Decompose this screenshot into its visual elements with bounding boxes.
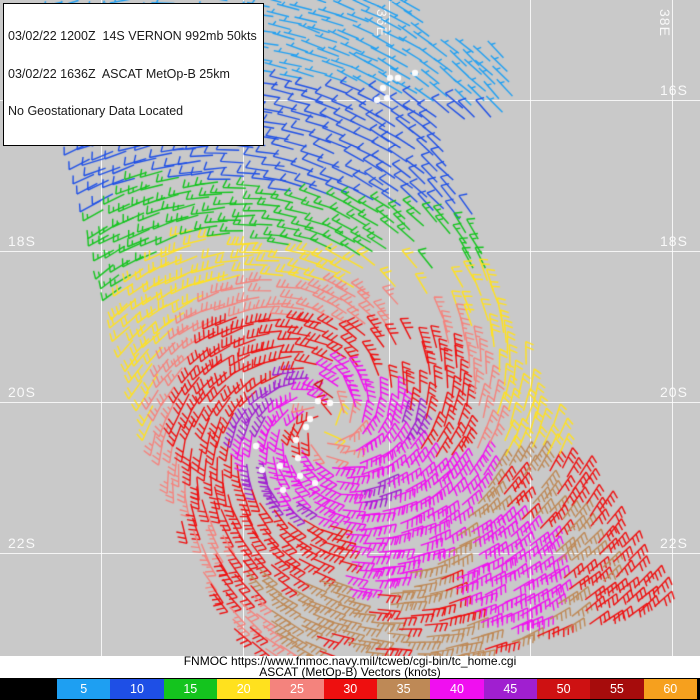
colorbar-cell-label: 50 — [556, 682, 571, 696]
colorbar-cell-label: 5 — [80, 682, 88, 696]
colorbar-cell-50: 50 — [536, 679, 591, 699]
colorbar-cell-35: 35 — [376, 679, 431, 699]
colorbar-cell-25: 25 — [270, 679, 324, 699]
colorbar-cell-20: 20 — [216, 679, 271, 699]
colorbar-cell-label: 35 — [396, 682, 411, 696]
colorbar-cell-10: 10 — [110, 679, 164, 699]
footer-caption: FNMOC https://www.fnmoc.navy.mil/tcweb/c… — [0, 654, 700, 679]
colorbar-cell-label: 30 — [343, 682, 358, 696]
colorbar-cell-label: 55 — [609, 682, 624, 696]
ascat-wind-map: 16S16S18S18S20S20S22S22S36E38E 03/02/22 … — [0, 0, 700, 656]
colorbar-cell-label: 45 — [503, 682, 518, 696]
colorbar-cells: 5 10 15 20 25 30 35 40 45 50 55 60 — [57, 679, 697, 699]
colorbar-cell-45: 45 — [483, 679, 537, 699]
sensor-pass-line: 03/02/22 1636Z ASCAT MetOp-B 25km — [8, 66, 230, 81]
geostationary-note: No Geostationary Data Located — [8, 104, 184, 118]
colorbar-cell-label: 40 — [450, 682, 464, 696]
source-url-text: FNMOC https://www.fnmoc.navy.mil/tcweb/c… — [183, 654, 517, 668]
colorbar-cell-label: 10 — [130, 682, 144, 696]
wind-speed-colorbar: 5 10 15 20 25 30 35 40 45 50 55 60 — [0, 678, 700, 700]
storm-warning-line: 03/02/22 1200Z 14S VERNON 992mb 50kts — [8, 29, 257, 43]
colorbar-cell-60: 60 — [643, 679, 697, 699]
storm-info-box: 03/02/22 1200Z 14S VERNON 992mb 50kts 03… — [3, 3, 264, 146]
colorbar-cell-label: 60 — [663, 682, 678, 696]
colorbar-cell-label: 25 — [290, 682, 304, 696]
product-title: ASCAT (MetOp-B) Vectors (knots) — [259, 665, 441, 679]
colorbar-cell-15: 15 — [163, 679, 217, 699]
colorbar-cell-30: 30 — [323, 679, 377, 699]
colorbar-cell-label: 15 — [183, 682, 198, 696]
colorbar-cell-label: 20 — [236, 682, 251, 696]
colorbar-cell-5: 5 — [57, 679, 111, 699]
colorbar-cell-40: 40 — [430, 679, 484, 699]
colorbar-cell-55: 55 — [590, 679, 644, 699]
